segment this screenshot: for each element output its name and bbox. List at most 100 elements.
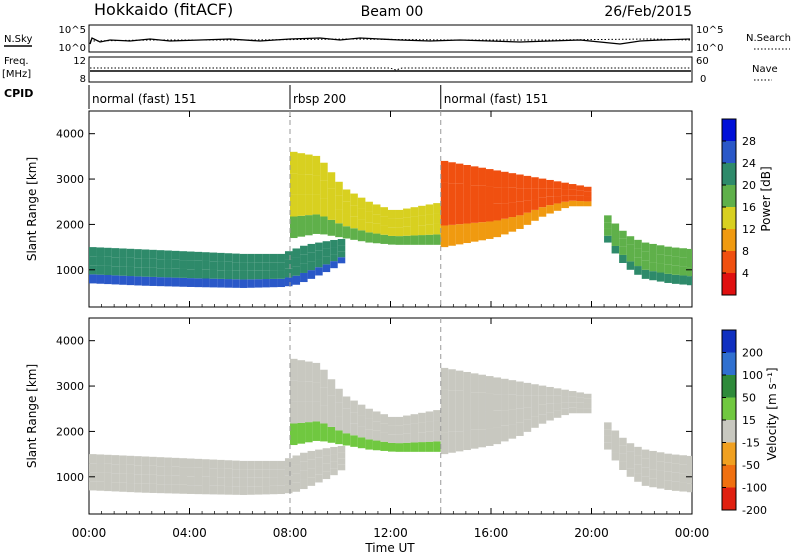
axes: 4000 3000 2000 1000 4000 3000 2000 1000 00:00 04:… <box>56 111 709 540</box>
data-cell <box>493 220 502 238</box>
data-cell <box>297 381 306 402</box>
data-cell <box>96 274 105 284</box>
data-cell <box>387 235 396 245</box>
data-cell <box>312 362 321 383</box>
data-cell <box>546 412 554 421</box>
data-cell <box>538 197 547 208</box>
data-cell <box>576 408 584 414</box>
data-cell <box>686 474 692 484</box>
data-cell <box>320 369 328 388</box>
data-cell <box>96 265 105 275</box>
data-cell <box>531 395 539 407</box>
data-cell <box>141 483 150 493</box>
data-cell <box>179 467 187 476</box>
colorbar-swatch <box>722 273 736 296</box>
data-cell <box>671 463 680 473</box>
data-cell <box>186 251 195 261</box>
data-cell <box>485 376 494 394</box>
data-cell <box>568 195 577 201</box>
data-cell <box>290 194 298 217</box>
data-cell <box>671 265 680 275</box>
data-cell <box>538 404 547 415</box>
data-cell <box>300 254 308 264</box>
data-cell <box>327 379 336 396</box>
data-cell <box>254 279 263 288</box>
data-cell <box>179 260 187 269</box>
data-cell <box>111 482 120 492</box>
colorbar-swatch <box>722 141 736 164</box>
data-cell <box>656 263 665 273</box>
colorbar-swatch <box>722 185 736 208</box>
data-cell <box>126 276 135 286</box>
data-cell <box>501 394 509 411</box>
data-cell <box>626 460 635 469</box>
data-cell <box>372 430 381 441</box>
data-cell <box>179 475 187 485</box>
data-cell <box>269 278 278 288</box>
data-cell <box>501 425 509 442</box>
y-tick-label: 3000 <box>56 380 84 393</box>
data-cell <box>463 204 471 224</box>
data-cell <box>202 476 210 486</box>
data-cell <box>171 466 180 476</box>
data-cell <box>300 470 308 480</box>
colorbar-tick-label: 4 <box>742 267 749 280</box>
data-cell <box>686 276 692 286</box>
data-cell <box>330 254 338 262</box>
data-cell <box>686 248 692 258</box>
data-cell <box>305 401 313 423</box>
data-cell <box>209 278 218 288</box>
data-cell <box>440 160 449 183</box>
data-cell <box>372 204 381 215</box>
data-cell <box>239 469 248 478</box>
data-cell <box>141 276 150 286</box>
data-cell <box>322 241 331 249</box>
data-cell <box>224 270 233 280</box>
data-cell <box>300 263 308 273</box>
data-cell <box>523 188 532 201</box>
colorbar-swatch <box>722 465 736 488</box>
colorbar-tick-label: -200 <box>742 504 767 517</box>
x-tick-label: 04:00 <box>172 526 207 540</box>
data-cell <box>531 199 539 210</box>
data-cell <box>387 227 396 236</box>
data-cell <box>493 410 502 428</box>
data-cell <box>433 420 441 431</box>
data-cell <box>277 477 285 486</box>
data-cell <box>277 262 285 271</box>
data-cell <box>119 266 127 276</box>
data-cell <box>485 204 494 222</box>
data-cell <box>89 463 97 473</box>
colorbar-tick-label: -15 <box>742 437 760 450</box>
data-cell <box>372 421 381 431</box>
data-cell <box>365 222 373 233</box>
data-cell <box>656 245 665 255</box>
data-cell <box>611 445 620 453</box>
data-cell <box>327 426 336 443</box>
data-cell <box>372 214 381 224</box>
data-cell <box>335 209 343 224</box>
data-cell <box>357 230 366 242</box>
data-cell <box>634 464 642 474</box>
data-cell <box>315 457 323 467</box>
data-cell <box>561 195 569 202</box>
nave-label: Nave <box>752 64 778 75</box>
data-cell <box>418 225 426 236</box>
data-cell <box>501 171 509 188</box>
data-cell <box>342 433 351 446</box>
data-cell <box>269 253 278 263</box>
beam-title: Beam 00 <box>361 4 424 20</box>
data-cell <box>641 476 650 486</box>
data-cell <box>485 169 494 187</box>
x-tick-label: 16:00 <box>474 526 509 540</box>
date-title: 26/Feb/2015 <box>604 4 692 20</box>
data-cell <box>224 279 233 288</box>
data-cell <box>664 246 672 256</box>
data-cell <box>372 223 381 234</box>
data-cell <box>315 474 323 483</box>
data-cell <box>337 251 346 258</box>
data-cell <box>395 434 404 444</box>
data-cell <box>440 182 449 205</box>
data-cell <box>284 259 293 269</box>
data-cell <box>149 456 157 466</box>
